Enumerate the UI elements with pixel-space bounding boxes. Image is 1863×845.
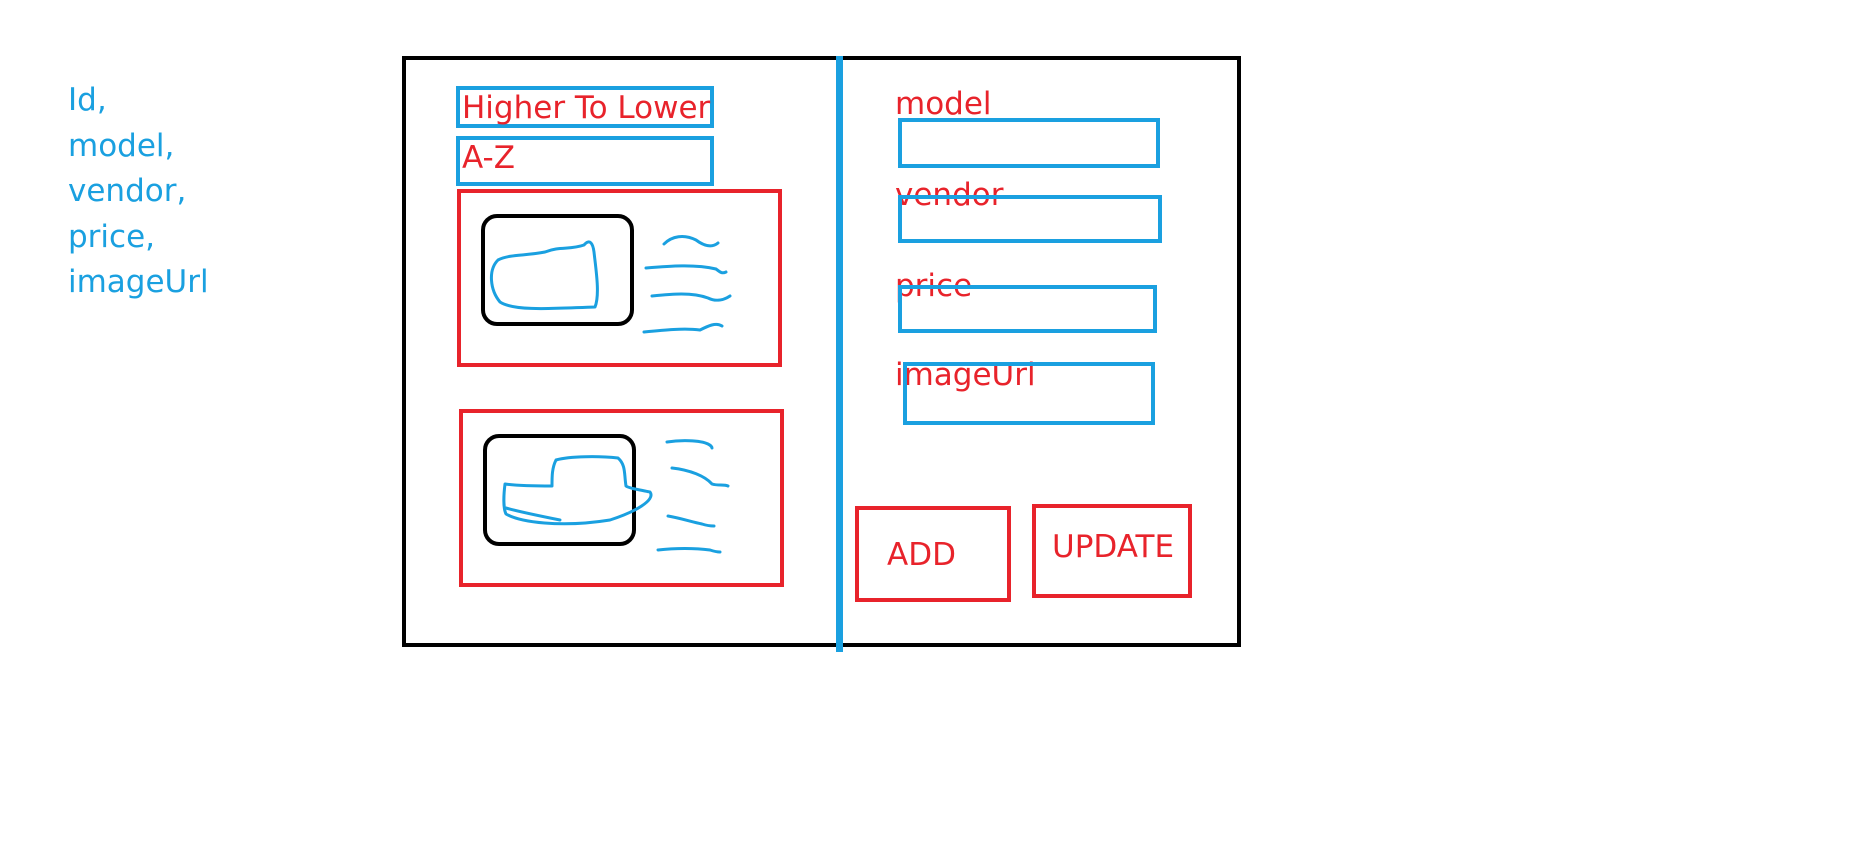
price-input[interactable] [898,285,1157,333]
product-card[interactable] [459,409,784,587]
add-button[interactable]: ADD [855,506,1011,602]
field-list-item: price, [68,218,156,255]
model-label: model [895,86,992,122]
model-input[interactable] [898,118,1160,168]
panel-divider [836,56,843,652]
update-button[interactable]: UPDATE [1032,504,1192,598]
product-image-placeholder [481,214,634,326]
field-list-item: Id, [68,82,107,118]
text-line-scribble [642,322,724,334]
product-card[interactable] [457,189,782,367]
sort-high-to-low-button[interactable]: Higher To Lower [456,86,714,128]
text-line-scribble [665,439,714,450]
field-list-item: vendor, [68,173,187,209]
sort-a-z-button[interactable]: A-Z [456,136,714,186]
text-line-scribble [670,466,730,488]
field-list-item: imageUrl [68,264,209,300]
image-sketch-icon [504,506,562,522]
text-line-scribble [650,292,732,302]
text-line-scribble [656,547,722,554]
field-list-item: model, [68,127,175,164]
text-line-scribble [644,264,728,275]
imageurl-input[interactable] [903,362,1155,425]
app-frame [402,56,1241,647]
image-sketch-icon [490,240,599,311]
text-line-scribble [662,235,720,248]
field-list: Id, model, vendor, price, imageUrl [68,78,209,306]
image-sketch-icon [502,455,653,526]
vendor-input[interactable] [898,195,1162,243]
text-line-scribble [666,514,716,528]
